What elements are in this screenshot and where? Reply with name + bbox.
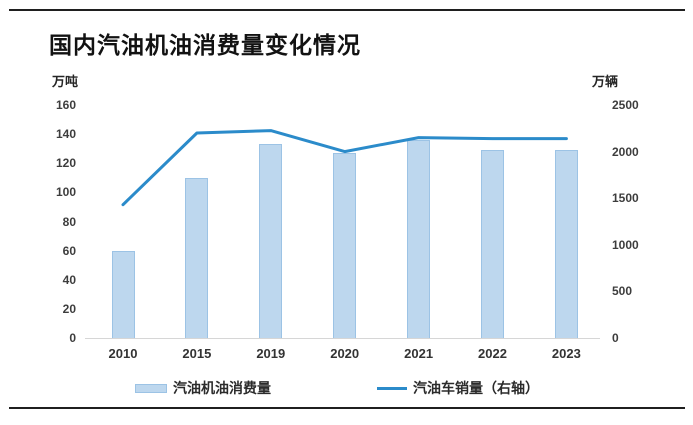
bar-2023 bbox=[554, 150, 578, 338]
bar-2019 bbox=[259, 144, 283, 338]
left-axis-tick-label: 80 bbox=[62, 214, 76, 229]
left-axis-tick-label: 60 bbox=[62, 243, 76, 258]
left-axis-tick-label: 160 bbox=[55, 98, 76, 112]
bottom-divider-rule bbox=[9, 407, 685, 409]
left-axis-unit-label: 万吨 bbox=[52, 74, 79, 89]
right-axis-tick-label: 2500 bbox=[612, 98, 639, 112]
left-axis-tick-label: 120 bbox=[55, 156, 76, 171]
right-axis-tick-label: 1500 bbox=[612, 191, 639, 206]
chart-title: 国内汽油机油消费量变化情况 bbox=[49, 33, 361, 58]
right-axis-tick-label: 2000 bbox=[612, 144, 639, 159]
bar-2022 bbox=[481, 150, 504, 338]
bar-2015 bbox=[185, 177, 209, 338]
left-axis-tick-label: 140 bbox=[55, 127, 76, 142]
legend-item-consumption: 汽油机油消费量 bbox=[135, 378, 271, 398]
bar-2020 bbox=[333, 153, 357, 338]
x-axis-label-2023: 2023 bbox=[551, 346, 581, 361]
left-axis-tick-label: 0 bbox=[69, 331, 76, 345]
x-axis-label-2021: 2021 bbox=[404, 346, 434, 361]
left-axis-tick-label: 40 bbox=[62, 272, 76, 287]
x-axis-label-2020: 2020 bbox=[330, 346, 360, 361]
right-axis-tick-label: 1000 bbox=[612, 237, 639, 252]
legend-label-sales: 汽油车销量（右轴） bbox=[413, 380, 539, 396]
left-axis-tick-label: 100 bbox=[55, 185, 76, 200]
x-axis-label-2019: 2019 bbox=[256, 346, 286, 361]
left-axis-tick-label: 20 bbox=[62, 301, 76, 316]
legend-label-consumption: 汽油机油消费量 bbox=[173, 380, 271, 396]
top-divider-rule bbox=[9, 9, 685, 11]
x-axis-line bbox=[85, 338, 600, 339]
x-axis-label-2015: 2015 bbox=[182, 346, 212, 361]
chart-legend: 汽油机油消费量 汽油车销量（右轴） bbox=[0, 378, 693, 400]
right-axis-tick-label: 500 bbox=[612, 284, 633, 299]
x-axis-label-2022: 2022 bbox=[478, 346, 507, 361]
x-axis-label-2010: 2010 bbox=[108, 346, 138, 361]
bar-series-swatch bbox=[135, 383, 167, 393]
bar-2021 bbox=[407, 139, 431, 338]
bar-2010 bbox=[111, 250, 135, 338]
right-axis-unit-label: 万辆 bbox=[592, 74, 619, 89]
right-axis-tick-label: 0 bbox=[612, 331, 619, 345]
legend-item-sales: 汽油车销量（右轴） bbox=[377, 378, 539, 398]
line-series-swatch bbox=[377, 386, 407, 390]
